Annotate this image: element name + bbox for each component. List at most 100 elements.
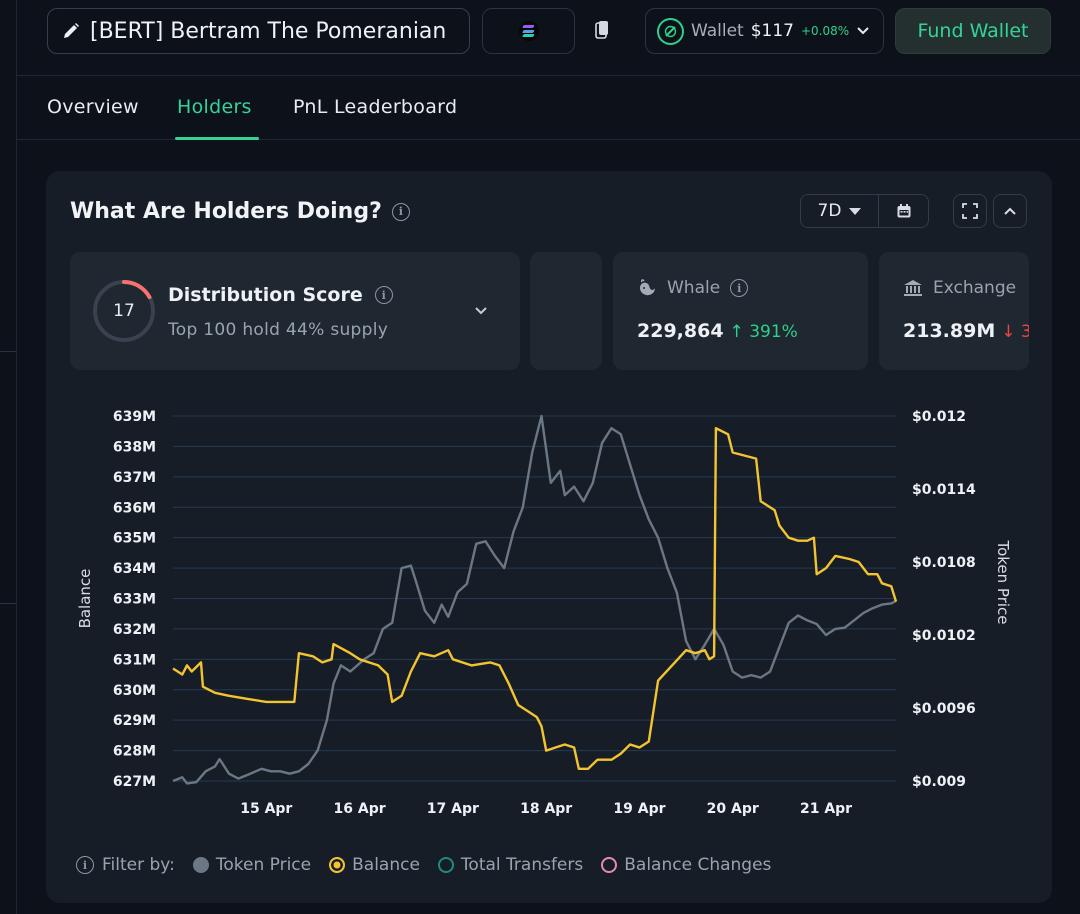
- y-tick-label: 632M: [113, 622, 156, 638]
- wallet-dropdown[interactable]: Wallet $117 +0.08%: [645, 8, 884, 54]
- bank-icon: [904, 280, 922, 296]
- left-frame-edge: [16, 0, 17, 914]
- distribution-score-value: 17: [113, 301, 135, 321]
- tab-holders[interactable]: Holders: [177, 96, 252, 118]
- y-tick-label: 637M: [113, 470, 156, 486]
- chain-selector-button[interactable]: [482, 8, 575, 54]
- exchange-change: ↓ 3.: [1001, 322, 1029, 342]
- legend-item-total-transfers[interactable]: Total Transfers: [437, 855, 584, 875]
- distribution-score-gauge: [93, 280, 155, 342]
- wallet-balance: $117: [750, 21, 794, 41]
- y-tick-label: 630M: [113, 683, 156, 699]
- y-tick-label: 636M: [113, 500, 156, 516]
- card-title-text: What Are Holders Doing?: [70, 199, 382, 224]
- legend-label: Token Price: [215, 855, 312, 875]
- left-frame-tick: [0, 351, 16, 352]
- legend-item-token-price[interactable]: Token Price: [192, 855, 312, 875]
- y2-axis-title: Token Price: [994, 539, 1012, 624]
- y2-tick-label: $0.0108: [912, 555, 976, 571]
- y-tick-label: 628M: [113, 744, 156, 760]
- top-bar: [BERT] Bertram The Pomeranian Wallet $11…: [17, 0, 1080, 76]
- collapse-button[interactable]: [993, 194, 1027, 228]
- legend-item-balance-changes[interactable]: Balance Changes: [601, 855, 771, 875]
- wallet-change: +0.08%: [800, 24, 850, 38]
- whale-icon: [640, 279, 655, 296]
- wallet-label: Wallet: [691, 21, 744, 41]
- series-line-token-price: [172, 414, 897, 785]
- legend-dot: [437, 857, 454, 873]
- exchange-amount: 213.89M: [903, 320, 996, 342]
- time-range-group: 7D: [800, 194, 929, 228]
- info-icon[interactable]: i: [730, 279, 749, 297]
- legend-item-balance[interactable]: Balance: [329, 855, 420, 875]
- y-axis-title: Balance: [76, 569, 94, 629]
- info-icon[interactable]: i: [374, 286, 393, 304]
- distribution-score-tile[interactable]: 17 Distribution Score i Top 100 hold 44%…: [70, 252, 520, 370]
- y-tick-label: 633M: [113, 592, 156, 608]
- y-tick-label: 639M: [113, 409, 156, 425]
- token-name-field[interactable]: [BERT] Bertram The Pomeranian: [47, 8, 470, 54]
- solana-icon: [518, 21, 539, 41]
- exchange-value: 213.89M↓ 3.: [903, 320, 1029, 342]
- calendar-icon: [897, 204, 910, 218]
- y-tick-label: 627M: [113, 774, 156, 790]
- wallet-logo-icon: [657, 17, 684, 45]
- y-tick-label: 635M: [113, 531, 156, 547]
- chevron-down-icon: [857, 27, 869, 35]
- whale-label: Whale i: [637, 278, 749, 298]
- exchange-tile[interactable]: Exchange 213.89M↓ 3.: [879, 252, 1029, 370]
- y2-tick-label: $0.0102: [912, 628, 976, 644]
- legend-dot: [329, 857, 346, 873]
- y2-tick-label: $0.009: [912, 774, 966, 790]
- legend-label: Total Transfers: [460, 855, 584, 875]
- distribution-score-title: Distribution Score i: [168, 284, 393, 306]
- x-tick-label: 17 Apr: [427, 801, 479, 817]
- exchange-label: Exchange: [903, 278, 1016, 298]
- y2-tick-label: $0.0114: [912, 482, 976, 498]
- caret-down-icon: [849, 207, 862, 215]
- tab-bar: Overview Holders PnL Leaderboard: [17, 76, 1080, 140]
- tab-pnl-leaderboard[interactable]: PnL Leaderboard: [293, 96, 458, 118]
- holders-activity-card: What Are Holders Doing? i 7D 17: [46, 171, 1052, 903]
- info-icon[interactable]: i: [76, 856, 94, 874]
- legend-dot: [601, 857, 618, 873]
- copy-icon[interactable]: [595, 20, 609, 40]
- fullscreen-icon: [962, 203, 978, 219]
- hidden-stat-tile[interactable]: [530, 252, 602, 370]
- holders-chart: 627M 628M 629M 630M 631M 632M 633M 634M 635M 636M…: [76, 409, 1012, 817]
- y2-tick-label: $0.0096: [912, 701, 976, 717]
- whale-label-text: Whale: [667, 278, 721, 298]
- x-tick-label: 15 Apr: [240, 801, 292, 817]
- exchange-label-text: Exchange: [933, 278, 1017, 298]
- time-range-value: 7D: [817, 201, 842, 221]
- legend-dot: [192, 857, 209, 873]
- whale-change: ↑ 391%: [729, 322, 798, 342]
- legend-label: Balance: [352, 855, 420, 875]
- fund-wallet-button[interactable]: Fund Wallet: [895, 8, 1051, 54]
- fullscreen-button[interactable]: [953, 194, 987, 228]
- tab-overview[interactable]: Overview: [47, 96, 139, 118]
- series-line-balance: [172, 427, 898, 770]
- chevron-down-icon: [475, 307, 487, 315]
- card-title: What Are Holders Doing? i: [70, 199, 410, 224]
- filter-label: Filter by:: [102, 855, 175, 875]
- whale-amount: 229,864: [637, 320, 724, 342]
- distribution-score-label: Distribution Score: [168, 284, 363, 306]
- active-tab-indicator: [175, 137, 259, 140]
- pencil-icon: [64, 23, 79, 38]
- x-tick-label: 18 Apr: [520, 801, 572, 817]
- time-range-select[interactable]: 7D: [801, 195, 879, 227]
- y-tick-label: 631M: [113, 652, 156, 668]
- whale-tile[interactable]: Whale i 229,864 ↑ 391%: [613, 252, 868, 370]
- distribution-score-subtitle: Top 100 hold 44% supply: [168, 320, 389, 340]
- x-tick-label: 20 Apr: [707, 801, 759, 817]
- y-tick-label: 634M: [113, 561, 156, 577]
- legend-label: Balance Changes: [624, 855, 772, 875]
- left-frame-tick: [0, 603, 16, 604]
- whale-value: 229,864 ↑ 391%: [637, 320, 798, 342]
- chevron-up-icon: [1004, 207, 1016, 215]
- chart-legend: i Filter by: Token Price Balance Total T…: [76, 855, 771, 875]
- info-icon[interactable]: i: [391, 202, 410, 221]
- calendar-button[interactable]: [879, 195, 928, 227]
- x-tick-label: 19 Apr: [613, 801, 665, 817]
